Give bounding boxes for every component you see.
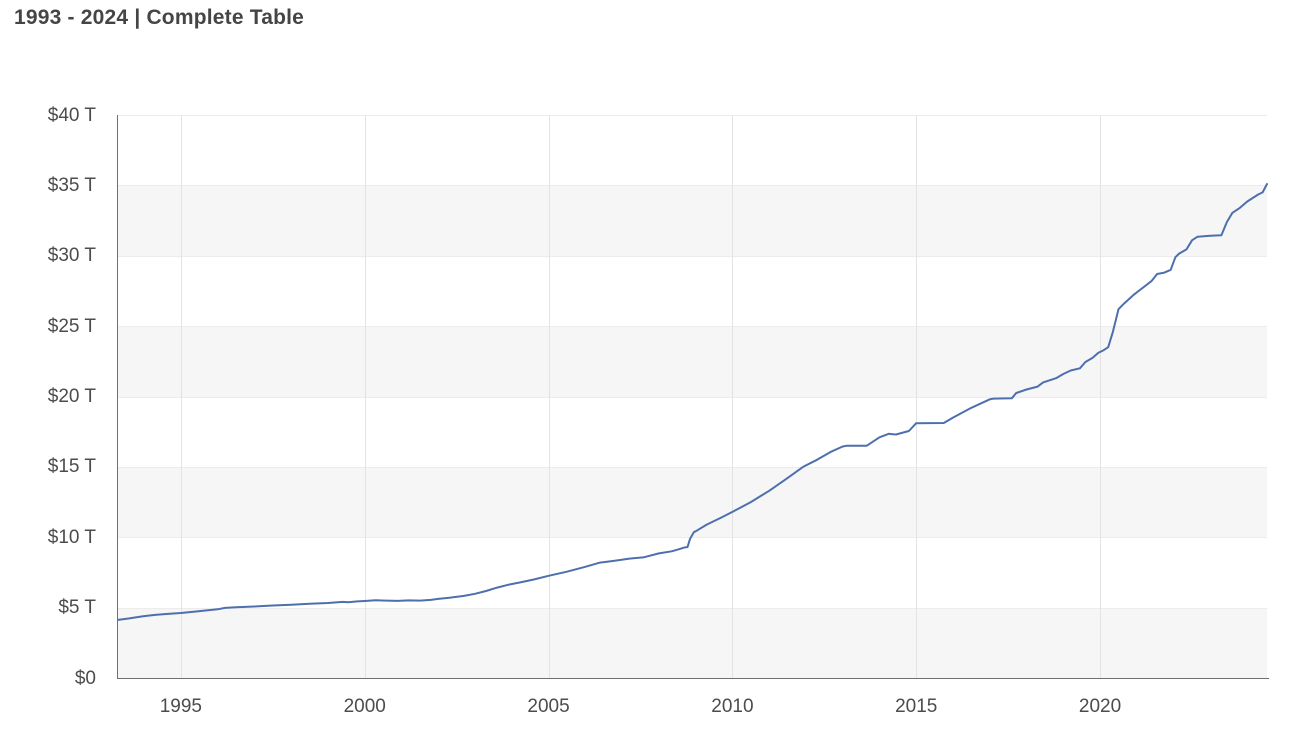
- plot-band: [118, 326, 1267, 397]
- y-axis-tick-label: $20 T: [47, 386, 96, 407]
- y-axis-tick-label: $5 T: [58, 597, 96, 619]
- plot-band: [118, 466, 1267, 538]
- y-axis-tick-label: $10 T: [47, 526, 96, 548]
- x-axis-tick-label: 2020: [1078, 696, 1122, 717]
- plot-band: [118, 607, 1267, 678]
- vertical-gridline: [916, 115, 918, 678]
- x-axis-tick-label: 2015: [895, 696, 938, 717]
- x-axis-tick-label: 2000: [343, 696, 386, 717]
- y-axis-tick-label: $0: [74, 667, 96, 689]
- x-axis-tick-label: 2005: [527, 696, 570, 717]
- horizontal-gridline: [118, 607, 1267, 609]
- vertical-gridline: [548, 115, 550, 678]
- vertical-gridline: [364, 115, 366, 678]
- plot-band: [118, 115, 1267, 186]
- line-series-svg: [117, 183, 1268, 621]
- y-axis-tick-label: $30 T: [47, 245, 96, 267]
- horizontal-gridline: [118, 115, 1267, 116]
- y-axis-tick-label: $25 T: [47, 315, 96, 337]
- x-axis-tick-label: 2010: [711, 696, 754, 717]
- horizontal-gridline: [118, 185, 1267, 187]
- plot-band: [118, 396, 1267, 467]
- plot-band: [118, 537, 1267, 608]
- x-axis-tick-label: 1995: [159, 696, 202, 717]
- y-axis-tick-label: $15 T: [47, 456, 96, 478]
- y-axis-tick-label: $35 T: [47, 174, 96, 196]
- horizontal-gridline: [118, 537, 1267, 539]
- plot-band: [118, 185, 1267, 256]
- horizontal-gridline: [118, 396, 1267, 398]
- plot-area: [117, 115, 1268, 678]
- vertical-gridline: [732, 115, 734, 678]
- x-axis-line: [116, 677, 1269, 680]
- horizontal-gridline: [118, 326, 1267, 328]
- plot-band: [118, 255, 1267, 327]
- vertical-gridline: [180, 115, 182, 678]
- vertical-gridline: [1100, 115, 1102, 678]
- y-axis-tick-label: $40 T: [47, 104, 96, 126]
- horizontal-gridline: [118, 255, 1267, 257]
- y-axis-line: [116, 115, 119, 679]
- debt-line-series: [117, 183, 1268, 621]
- horizontal-gridline: [118, 466, 1267, 468]
- page-title: 1993 - 2024 | Complete Table: [14, 6, 305, 29]
